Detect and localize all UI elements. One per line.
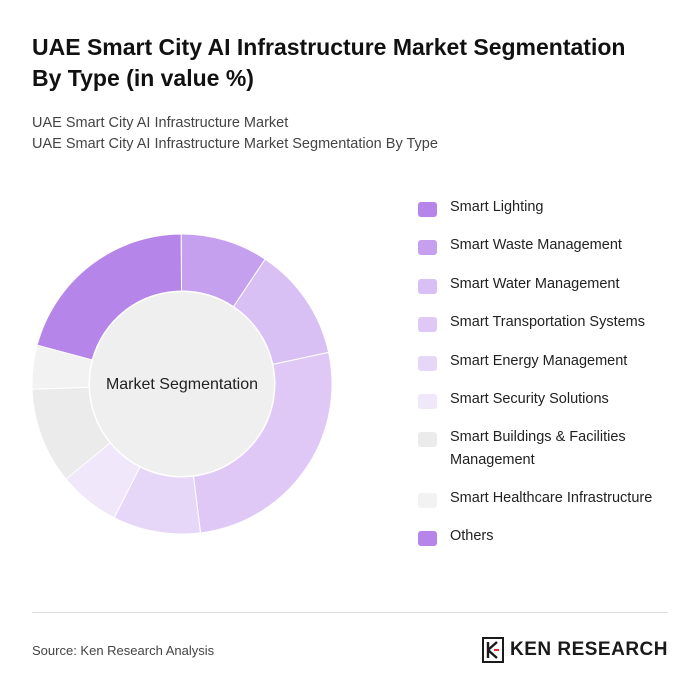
legend-label: Smart Healthcare Infrastructure (450, 490, 653, 506)
brand-name: KEN RESEARCH (509, 639, 668, 660)
chart-title: UAE Smart City AI Infrastructure Market … (32, 34, 626, 91)
legend-item: Others (418, 525, 688, 548)
ken-research-logo-icon (481, 637, 504, 663)
legend-label: Smart Buildings & Facilities Management (450, 429, 626, 468)
legend-swatch (418, 279, 437, 294)
legend-swatch (418, 240, 437, 255)
footer-divider (32, 612, 668, 613)
legend-label: Smart Lighting (450, 199, 544, 215)
legend-item: Smart Transportation Systems (418, 311, 688, 334)
donut-center-label: Market Segmentation (105, 376, 259, 393)
legend-item: Smart Lighting (418, 196, 688, 219)
donut-hole (90, 292, 274, 476)
legend-swatch (418, 356, 437, 371)
source-note: Source: Ken Research Analysis (32, 643, 215, 658)
subtitle-line-1: UAE Smart City AI Infrastructure Market (32, 115, 289, 131)
chart-subtitle: UAE Smart City AI Infrastructure Market … (32, 113, 672, 155)
brand-logo: KEN RESEARCH (481, 636, 668, 664)
legend-swatch (418, 394, 437, 409)
legend-item: Smart Water Management (418, 273, 688, 296)
legend-label: Smart Security Solutions (450, 391, 609, 407)
subtitle-line-2: UAE Smart City AI Infrastructure Market … (32, 136, 438, 152)
legend-item: Smart Security Solutions (418, 388, 688, 411)
legend-swatch (418, 317, 437, 332)
legend-swatch (418, 531, 437, 546)
legend-label: Smart Waste Management (450, 237, 622, 253)
donut-slice-smart-transportation-systems (192, 351, 333, 534)
chart-legend: Smart Lighting Smart Waste Management Smar… (418, 196, 688, 548)
legend-swatch (418, 493, 437, 508)
legend-swatch (418, 432, 437, 447)
legend-item: Smart Buildings & Facilities Management (418, 426, 688, 472)
legend-label: Smart Transportation Systems (450, 314, 646, 330)
donut-slice-smart-healthcare-infrastructure (31, 344, 93, 390)
legend-item: Smart Energy Management (418, 350, 688, 373)
legend-label: Others (450, 528, 494, 544)
legend-item: Smart Healthcare Infrastructure (418, 487, 688, 510)
donut-chart (31, 233, 333, 535)
legend-item: Smart Waste Management (418, 234, 688, 257)
legend-label: Smart Water Management (450, 276, 620, 292)
legend-swatch (418, 202, 437, 217)
legend-label: Smart Energy Management (450, 353, 628, 369)
